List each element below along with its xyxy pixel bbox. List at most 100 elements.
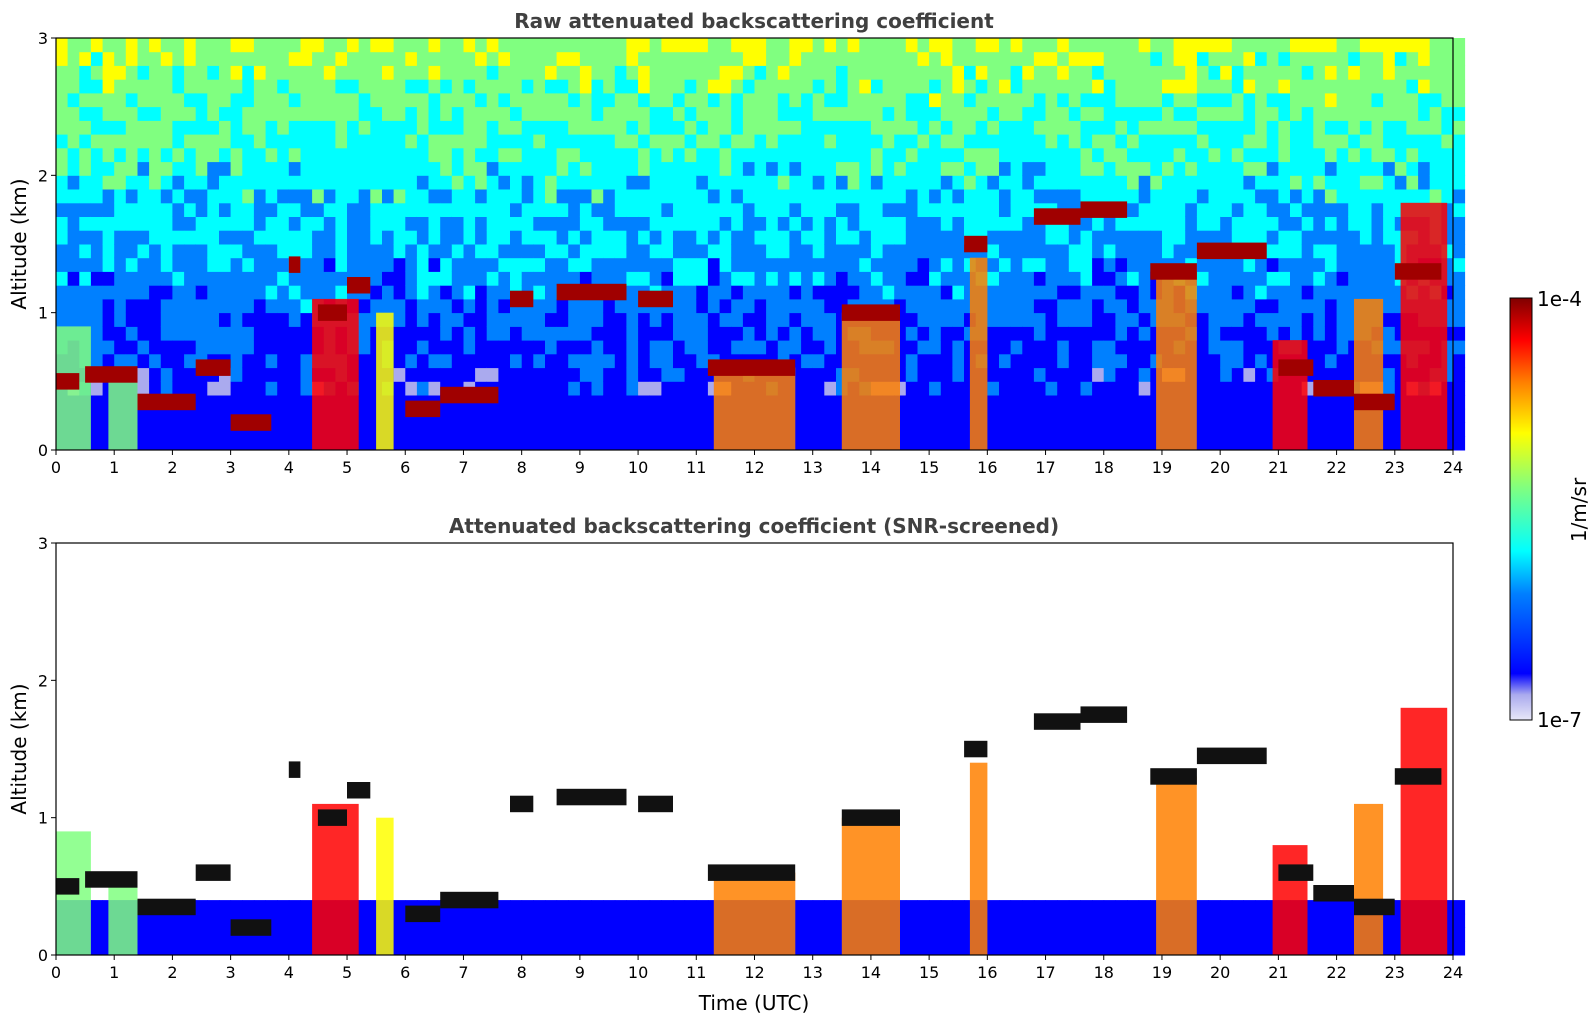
x-tick-label: 21 [1268,963,1288,982]
field-cell [149,147,162,163]
field-cell [975,106,988,121]
field-cell [1266,92,1279,108]
field-cell [1033,38,1046,53]
field-cell [1115,367,1128,382]
field-cell [1383,92,1396,108]
field-cell [1336,436,1349,451]
field-cell [1278,51,1291,66]
field-cell [242,230,255,245]
field-cell [475,230,488,245]
field-cell [661,216,674,231]
field-cell [230,147,243,163]
field-cell [149,38,162,53]
field-cell [1068,51,1081,66]
field-cell [172,134,185,149]
field-cell [137,408,150,423]
field-cell [172,353,185,369]
field-cell [1243,271,1256,286]
aerosol-plume [969,257,988,450]
field-cell [836,161,849,176]
field-cell [335,92,348,108]
field-cell [1220,175,1233,190]
field-cell [1266,161,1279,176]
field-cell [498,257,511,272]
field-cell [859,285,872,300]
field-cell [1266,326,1279,341]
y-tick-label: 0 [38,441,48,460]
field-cell [1243,340,1256,355]
field-cell [1010,120,1023,135]
field-cell [684,202,697,217]
field-cell [393,941,406,956]
field-cell [1453,79,1466,94]
field-cell [731,202,744,217]
field-cell [870,106,883,121]
field-cell [964,106,977,121]
field-cell [801,298,814,314]
field-cell [568,367,581,382]
field-cell [1243,326,1256,341]
field-cell [987,367,1000,382]
field-cell [416,175,429,190]
field-cell [1359,38,1372,53]
field-cell [451,120,464,135]
field-cell [545,147,558,163]
field-cell [673,202,686,217]
field-cell [323,271,336,286]
field-cell [847,120,860,135]
field-cell [300,202,313,217]
field-cell [742,79,755,94]
field-cell [801,422,814,437]
field-cell [277,326,290,341]
field-cell [1255,900,1268,915]
field-cell [603,38,616,53]
field-cell [1406,38,1419,53]
field-cell [777,326,790,341]
field-cell [114,202,127,217]
field-cell [1022,175,1035,190]
field-cell [67,298,80,314]
field-cell [579,244,592,259]
field-cell [684,51,697,66]
field-cell [137,941,150,956]
field-cell [416,422,429,437]
field-cell [428,340,441,355]
field-cell [952,422,965,437]
field-cell [1138,913,1151,928]
field-cell [940,340,953,355]
field-cell [917,913,930,928]
field-cell [603,106,616,121]
field-cell [533,230,546,245]
field-cell [579,353,592,369]
field-cell [405,367,418,382]
field-cell [707,147,720,163]
field-cell [1220,79,1233,94]
field-cell [836,271,849,286]
field-cell [56,230,69,245]
field-cell [1127,900,1140,915]
field-cell [777,257,790,272]
field-cell [684,381,697,396]
field-cell [533,202,546,217]
field-cell [754,79,767,94]
field-cell [1383,340,1396,355]
field-cell [859,161,872,176]
field-cell [521,230,534,245]
field-cell [149,941,162,956]
field-cell [1255,65,1268,80]
field-cell [545,422,558,437]
field-cell [1313,436,1326,451]
field-cell [626,38,639,53]
field-cell [219,422,232,437]
field-cell [905,353,918,369]
field-cell [125,189,138,204]
field-cell [545,326,558,341]
field-cell [707,161,720,176]
field-cell [905,65,918,80]
field-cell [987,436,1000,451]
field-cell [579,230,592,245]
field-cell [847,92,860,108]
field-cell [416,202,429,217]
field-cell [160,161,173,176]
field-cell [160,175,173,190]
